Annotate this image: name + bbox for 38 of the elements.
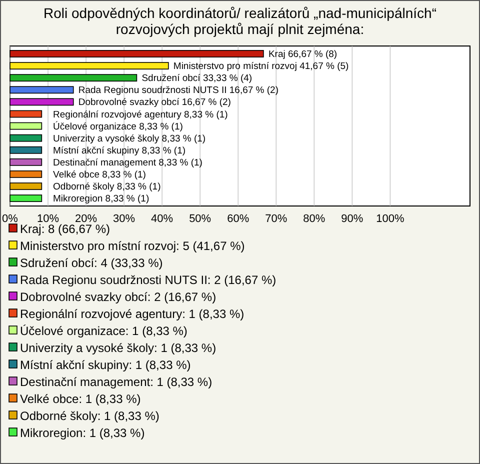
data-label: Místní akční skupiny 8,33 % (1) [53,145,186,156]
text: Sdružení obcí: 4 (33,33 %) [20,256,163,270]
text: Univerzity a vysoké školy: 1 (8,33 %) [20,341,216,355]
x-tick-label: 70% [265,213,288,225]
text: Místní akční skupiny: 1 (8,33 %) [20,358,191,372]
text: Velké obce: 1 (8,33 %) [20,392,141,406]
chart-title: Roli odpovědných koordinátorů/ realizátorů „nad-municipálních“ rozvojových projektů mají plnit zejména: [44,5,437,37]
x-tick-label: 20% [75,213,98,225]
x-tick-label: 10% [37,213,60,225]
data-label: Regionální rozvojové agentury 8,33 % (1) [53,109,228,120]
x-tick-label: 90% [341,213,364,225]
data-label: Sdružení obcí 33,33 % (4) [142,73,252,84]
text: Mikroregion: 1 (8,33 %) [20,426,145,440]
text: Ministerstvo pro místní rozvoj: 5 (41,67 %) [20,239,245,253]
text: Kraj: 8 (66,67 %) [20,222,110,236]
text: Regionální rozvojové agentury: 1 (8,33 %) [20,307,244,321]
data-label: Destinační management 8,33 % (1) [53,157,202,168]
data-label: Dobrovolné svazky obcí 16,67 % (2) [78,97,231,108]
data-label: Velké obce 8,33 % (1) [53,170,146,181]
data-label: Odborné školy 8,33 % (1) [53,182,161,193]
text: Destinační management: 1 (8,33 %) [20,375,212,389]
text: Odborné školy: 1 (8,33 %) [20,409,160,423]
x-tick-label: 0% [2,213,18,225]
data-label: Účelové organizace 8,33 % (1) [53,120,183,132]
x-tick-label: 40% [151,213,174,225]
data-label: Kraj 66,67 % (8) [268,49,338,60]
x-tick-label: 100% [376,213,404,225]
x-tick-label: 30% [113,213,136,225]
text: Rada Regionu soudržnosti NUTS II: 2 (16,67 %) [20,273,276,287]
data-label: Ministerstvo pro místní rozvoj 41,67 % (5) [173,61,349,72]
data-label: Rada Regionu soudržnosti NUTS II 16,67 % (2) [78,85,279,96]
x-tick-label: 80% [303,213,326,225]
x-tick-label: 50% [189,213,212,225]
data-label: Mikroregion 8,33 % (1) [53,194,150,205]
x-tick-label: 60% [227,213,250,225]
text: Účelové organizace: 1 (8,33 %) [20,324,188,338]
text: Dobrovolné svazky obcí: 2 (16,67 %) [20,290,216,304]
data-label: Univerzity a vysoké školy 8,33 % (1) [53,133,206,144]
